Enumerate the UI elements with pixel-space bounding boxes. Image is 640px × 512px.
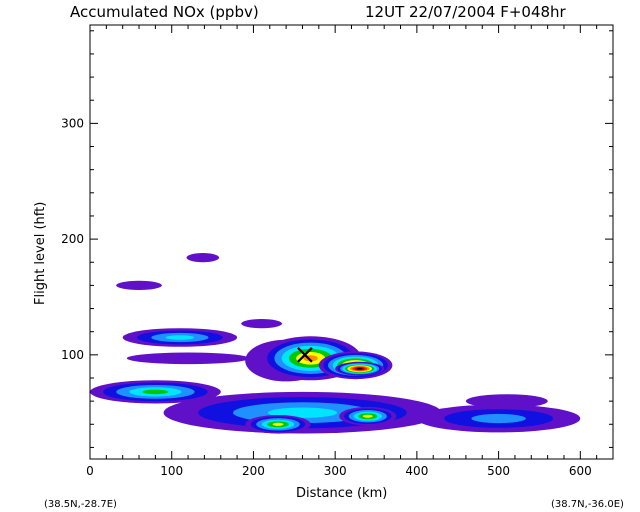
y-tick-label: 200 (61, 232, 84, 246)
y-tick-label: 300 (61, 116, 84, 130)
chart-subtitle: 12UT 22/07/2004 F+048hr (365, 3, 567, 21)
nox-contour-12-0 (241, 319, 282, 329)
nox-contour-5-9 (357, 368, 363, 370)
start-location-label: (38.5N,-28.7E) (44, 499, 117, 510)
y-tick-label: 100 (61, 348, 84, 362)
x-tick-label: 300 (324, 464, 347, 478)
nox-contour-14-0 (186, 253, 220, 263)
x-axis-label: Distance (km) (296, 486, 387, 501)
nox-contour-6-4 (142, 389, 169, 395)
x-tick-label: 500 (487, 464, 510, 478)
x-tick-label: 100 (160, 464, 183, 478)
nox-contour-0-3 (165, 335, 195, 340)
end-location-label: (38.7N,-36.0E) (551, 499, 624, 510)
nox-contour-8-5 (272, 422, 284, 426)
x-tick-label: 600 (569, 464, 592, 478)
x-tick-label: 0 (86, 464, 94, 478)
source-marker (297, 347, 313, 363)
nox-contour-9-5 (363, 414, 373, 418)
nox-contour-10-2 (471, 413, 526, 424)
nox-contour-11-0 (465, 394, 548, 408)
y-axis-label: Flight level (hft) (33, 202, 48, 305)
x-tick-label: 400 (405, 464, 428, 478)
chart-title: Accumulated NOx (ppbv) (70, 3, 259, 21)
nox-contour-13-0 (116, 280, 162, 290)
x-tick-label: 200 (242, 464, 265, 478)
nox-contour-1-0 (126, 352, 250, 365)
